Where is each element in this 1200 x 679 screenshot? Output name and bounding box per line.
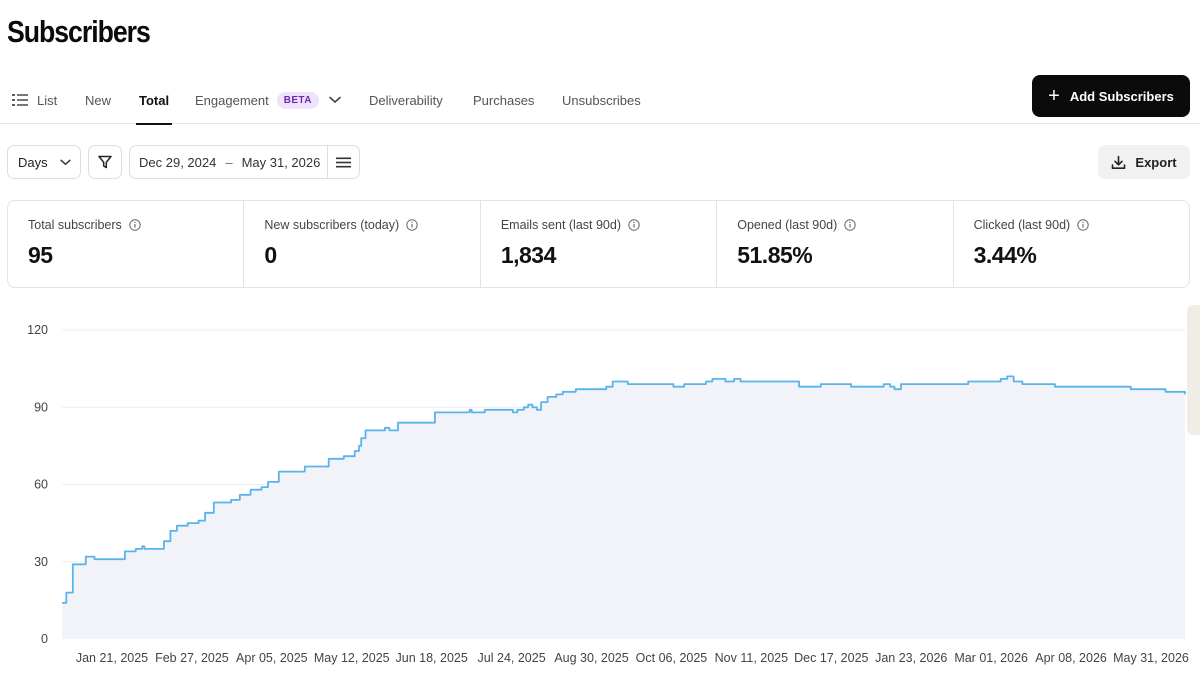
list-icon xyxy=(12,93,28,107)
tab-unsubscribes-label: Unsubscribes xyxy=(562,92,641,108)
chevron-down-icon xyxy=(60,159,71,166)
series-area xyxy=(62,376,1185,639)
info-icon[interactable] xyxy=(406,219,418,231)
stat-value: 51.85% xyxy=(737,242,813,268)
y-tick-label: 120 xyxy=(27,323,48,337)
info-icon[interactable] xyxy=(844,219,856,231)
stat-label: Clicked (last 90d) xyxy=(973,218,1071,232)
y-tick-label: 30 xyxy=(34,555,48,569)
stat-value: 3.44% xyxy=(973,242,1037,268)
x-tick-label: May 31, 2026 xyxy=(1113,651,1189,665)
chevron-down-icon[interactable] xyxy=(329,96,341,104)
export-button[interactable]: Export xyxy=(1098,145,1190,179)
stat-total-subscribers: Total subscribers 95 xyxy=(8,201,245,287)
stat-value: 0 xyxy=(264,242,277,268)
stat-new-subscribers: New subscribers (today) 0 xyxy=(244,201,481,287)
tab-unsubscribes[interactable]: Unsubscribes xyxy=(562,76,641,124)
info-icon[interactable] xyxy=(129,219,141,231)
x-tick-label: Jun 18, 2025 xyxy=(396,651,468,665)
x-tick-label: Nov 11, 2025 xyxy=(715,651,788,665)
date-range-picker[interactable]: Dec 29, 2024– May 31, 2026 xyxy=(129,145,360,179)
interval-select[interactable]: Days xyxy=(7,145,81,179)
x-tick-label: Apr 08, 2026 xyxy=(1035,651,1107,665)
add-subscribers-button[interactable]: + Add Subscribers xyxy=(1032,75,1190,117)
date-end: May 31, 2026 xyxy=(241,154,321,170)
stats-panel: Total subscribers 95 New subscribers (to… xyxy=(7,200,1190,288)
stat-opened: Opened (last 90d) 51.85% xyxy=(717,201,954,287)
tab-engagement[interactable]: Engagement BETA xyxy=(195,76,341,124)
y-tick-label: 60 xyxy=(34,478,48,492)
info-icon[interactable] xyxy=(628,219,640,231)
tab-purchases-label: Purchases xyxy=(473,92,535,108)
info-icon[interactable] xyxy=(1077,219,1089,231)
stat-label: Opened (last 90d) xyxy=(737,218,838,232)
tab-new[interactable]: New xyxy=(85,76,111,124)
stat-value: 1,834 xyxy=(500,242,557,268)
filter-icon xyxy=(98,155,112,169)
tab-list[interactable]: List xyxy=(12,76,57,124)
date-start: Dec 29, 2024 xyxy=(139,154,217,170)
x-tick-label: Apr 05, 2025 xyxy=(236,651,308,665)
beta-badge: BETA xyxy=(276,91,319,109)
x-tick-label: Jan 23, 2026 xyxy=(875,651,947,665)
add-subscribers-label: Add Subscribers xyxy=(1069,88,1174,104)
interval-value: Days xyxy=(18,154,48,170)
tab-new-label: New xyxy=(85,92,112,108)
export-label: Export xyxy=(1135,154,1177,170)
stat-label: New subscribers (today) xyxy=(264,218,400,232)
tab-purchases[interactable]: Purchases xyxy=(473,76,534,124)
y-tick-label: 90 xyxy=(34,400,48,414)
subscribers-chart: 0 30 60 90 120 Jan 21, 2025 Feb 27, 2025 Apr 05… xyxy=(27,323,1189,665)
tab-total[interactable]: Total xyxy=(136,76,173,125)
filter-button[interactable] xyxy=(88,145,122,179)
x-tick-label: Feb 27, 2025 xyxy=(155,651,229,665)
page-title: Subscribers xyxy=(7,14,151,49)
side-panel-handle[interactable] xyxy=(1187,305,1200,435)
date-range-text[interactable]: Dec 29, 2024– May 31, 2026 xyxy=(130,155,327,170)
series-line xyxy=(62,375,1186,604)
download-icon xyxy=(1111,155,1126,170)
tab-deliverability[interactable]: Deliverability xyxy=(369,76,443,124)
plus-icon: + xyxy=(1048,85,1060,107)
stat-value: 95 xyxy=(28,242,53,268)
stat-clicked: Clicked (last 90d) 3.44% xyxy=(954,201,1189,287)
stat-emails-sent: Emails sent (last 90d) 1,834 xyxy=(481,201,718,287)
stat-label: Emails sent (last 90d) xyxy=(500,218,621,232)
y-tick-label: 0 xyxy=(41,632,48,646)
date-separator: – xyxy=(225,154,233,170)
x-tick-label: Dec 17, 2025 xyxy=(794,651,868,665)
x-tick-label: Aug 30, 2025 xyxy=(554,651,628,665)
x-tick-label: Jul 24, 2025 xyxy=(478,651,546,665)
date-preset-menu-button[interactable] xyxy=(327,146,359,178)
tab-engagement-label: Engagement xyxy=(195,92,269,108)
menu-icon xyxy=(336,157,352,168)
tab-total-label: Total xyxy=(139,92,170,108)
x-tick-label: Oct 06, 2025 xyxy=(636,651,708,665)
tab-list-label: List xyxy=(37,92,58,108)
tab-deliverability-label: Deliverability xyxy=(369,92,443,108)
x-tick-label: Jan 21, 2025 xyxy=(76,651,148,665)
tab-bar: List New Total Engagement BETA Deliverab… xyxy=(0,76,1200,125)
x-tick-label: Mar 01, 2026 xyxy=(954,651,1028,665)
stat-label: Total subscribers xyxy=(28,218,122,232)
x-tick-label: May 12, 2025 xyxy=(314,651,390,665)
